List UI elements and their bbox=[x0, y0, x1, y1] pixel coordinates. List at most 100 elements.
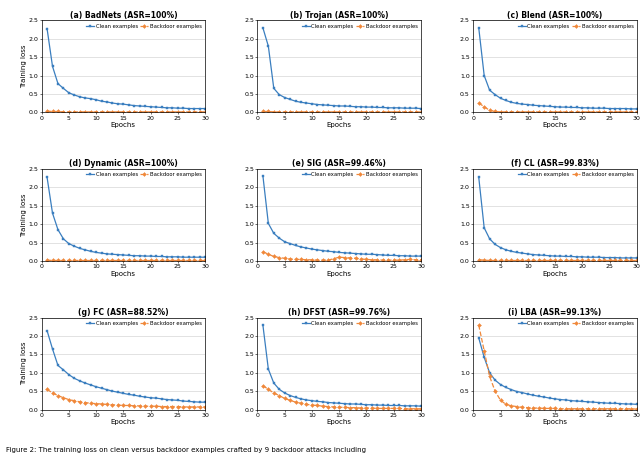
Backdoor examples bbox=[627, 258, 635, 263]
Clean examples bbox=[611, 106, 619, 111]
Backdoor examples bbox=[600, 406, 608, 411]
Clean examples bbox=[616, 255, 624, 261]
Clean examples bbox=[600, 106, 608, 111]
Clean examples bbox=[385, 105, 392, 111]
Clean examples bbox=[412, 253, 419, 259]
Clean examples bbox=[324, 248, 332, 254]
Line: Clean examples: Clean examples bbox=[262, 26, 422, 110]
Clean examples bbox=[70, 243, 78, 249]
Clean examples bbox=[412, 106, 419, 111]
Legend: Clean examples, Backdoor examples: Clean examples, Backdoor examples bbox=[517, 172, 634, 178]
Clean examples bbox=[87, 248, 95, 254]
Clean examples bbox=[92, 97, 100, 102]
Clean examples bbox=[557, 397, 564, 402]
Backdoor examples bbox=[529, 109, 537, 115]
Clean examples bbox=[264, 43, 272, 49]
Clean examples bbox=[319, 248, 326, 253]
Backdoor examples bbox=[157, 258, 165, 263]
Clean examples bbox=[363, 104, 371, 110]
Clean examples bbox=[65, 90, 73, 96]
Backdoor examples bbox=[406, 109, 414, 115]
Clean examples bbox=[168, 397, 176, 403]
Backdoor examples bbox=[190, 258, 198, 263]
Backdoor examples bbox=[529, 258, 537, 263]
Backdoor examples bbox=[346, 405, 354, 410]
Y-axis label: Training loss: Training loss bbox=[21, 45, 27, 88]
Clean examples bbox=[535, 103, 543, 108]
Clean examples bbox=[286, 393, 294, 398]
Clean examples bbox=[136, 253, 143, 258]
Clean examples bbox=[286, 96, 294, 102]
Clean examples bbox=[401, 253, 408, 258]
Backdoor examples bbox=[319, 109, 326, 115]
Backdoor examples bbox=[363, 109, 371, 115]
Clean examples bbox=[508, 248, 515, 254]
Backdoor examples bbox=[98, 258, 106, 263]
Clean examples bbox=[190, 399, 198, 404]
Clean examples bbox=[357, 104, 365, 110]
Backdoor examples bbox=[486, 258, 493, 263]
Clean examples bbox=[125, 253, 132, 258]
Backdoor examples bbox=[185, 109, 193, 115]
Backdoor examples bbox=[605, 258, 613, 263]
Clean examples bbox=[319, 102, 326, 108]
Clean examples bbox=[562, 104, 570, 110]
Clean examples bbox=[502, 385, 510, 390]
Backdoor examples bbox=[363, 257, 371, 262]
Clean examples bbox=[486, 87, 493, 93]
Backdoor examples bbox=[303, 257, 310, 263]
Backdoor examples bbox=[314, 109, 321, 115]
Clean examples bbox=[201, 106, 209, 111]
Backdoor examples bbox=[481, 104, 488, 110]
Clean examples bbox=[633, 402, 640, 407]
Backdoor examples bbox=[70, 109, 78, 115]
Clean examples bbox=[595, 106, 602, 111]
Clean examples bbox=[54, 227, 62, 233]
Backdoor examples bbox=[98, 109, 106, 115]
Backdoor examples bbox=[281, 256, 289, 261]
Backdoor examples bbox=[497, 398, 504, 403]
Clean examples bbox=[60, 367, 67, 373]
Title: (a) BadNets (ASR=100%): (a) BadNets (ASR=100%) bbox=[70, 11, 177, 20]
Backdoor examples bbox=[524, 405, 532, 410]
Clean examples bbox=[368, 252, 376, 257]
Clean examples bbox=[281, 95, 289, 100]
Backdoor examples bbox=[579, 109, 586, 115]
Line: Backdoor examples: Backdoor examples bbox=[262, 384, 422, 410]
Clean examples bbox=[275, 235, 283, 241]
Backdoor examples bbox=[109, 258, 116, 263]
Backdoor examples bbox=[163, 258, 171, 263]
Backdoor examples bbox=[524, 258, 532, 263]
Backdoor examples bbox=[168, 404, 176, 410]
Clean examples bbox=[492, 242, 499, 247]
Clean examples bbox=[131, 393, 138, 398]
Backdoor examples bbox=[103, 109, 111, 115]
Backdoor examples bbox=[584, 258, 591, 263]
Clean examples bbox=[568, 254, 575, 259]
X-axis label: Epochs: Epochs bbox=[111, 122, 136, 128]
Clean examples bbox=[508, 387, 515, 392]
Line: Backdoor examples: Backdoor examples bbox=[477, 324, 638, 410]
Backdoor examples bbox=[341, 255, 349, 260]
Clean examples bbox=[406, 253, 414, 259]
Clean examples bbox=[76, 246, 84, 251]
Clean examples bbox=[346, 250, 354, 256]
Clean examples bbox=[357, 402, 365, 407]
Backdoor examples bbox=[396, 406, 403, 411]
Clean examples bbox=[60, 86, 67, 91]
Clean examples bbox=[264, 221, 272, 226]
Line: Clean examples: Clean examples bbox=[45, 176, 207, 258]
Clean examples bbox=[196, 106, 204, 111]
Backdoor examples bbox=[385, 109, 392, 115]
Clean examples bbox=[136, 394, 143, 399]
Clean examples bbox=[508, 100, 515, 105]
Backdoor examples bbox=[314, 258, 321, 263]
Clean examples bbox=[125, 102, 132, 108]
Clean examples bbox=[513, 389, 521, 394]
Backdoor examples bbox=[308, 257, 316, 263]
Clean examples bbox=[270, 86, 278, 91]
Backdoor examples bbox=[152, 404, 160, 409]
Backdoor examples bbox=[568, 406, 575, 411]
Backdoor examples bbox=[76, 109, 84, 115]
Backdoor examples bbox=[546, 109, 554, 115]
